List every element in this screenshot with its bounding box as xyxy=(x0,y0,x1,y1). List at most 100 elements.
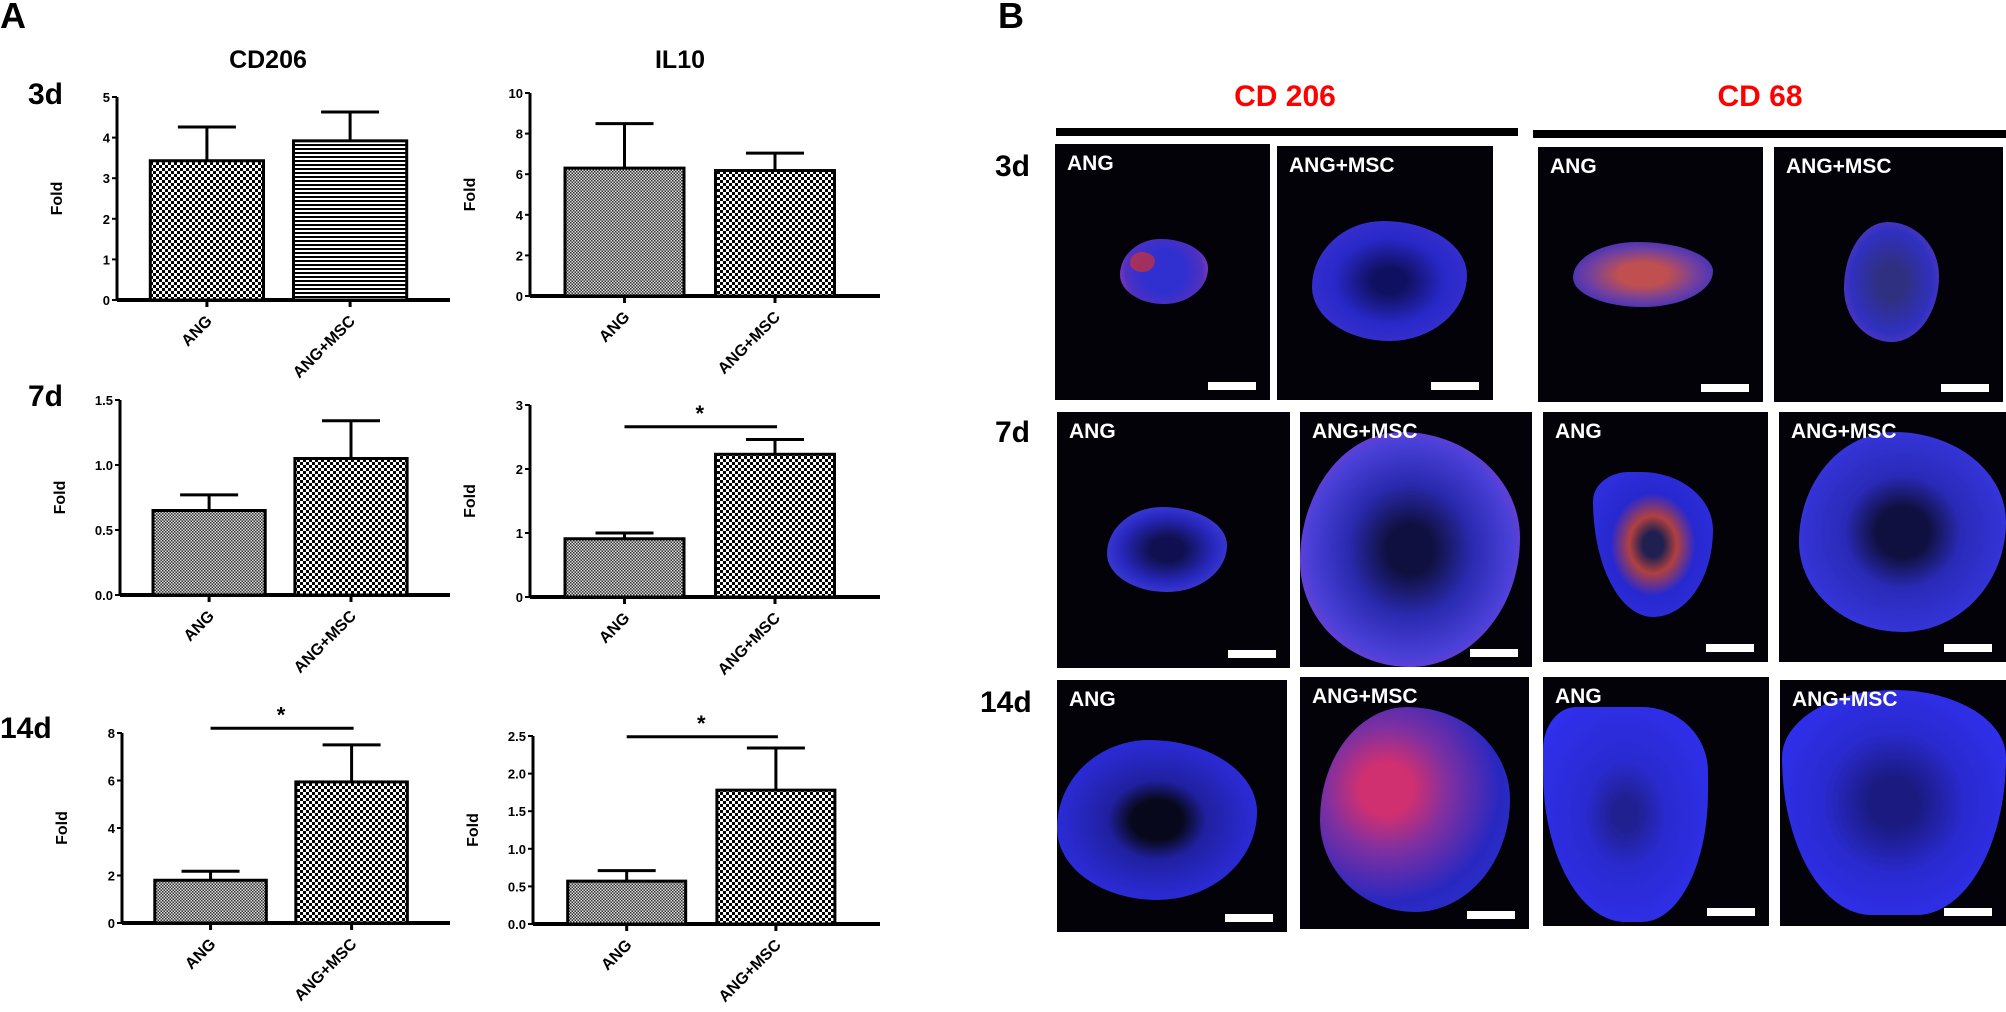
image-row-label-3d: 3d xyxy=(995,150,1031,183)
svg-text:*: * xyxy=(697,711,706,736)
image-label: ANG+MSC xyxy=(1791,420,1897,443)
marker-signal xyxy=(1130,252,1155,272)
tissue-section xyxy=(1844,222,1939,342)
svg-text:0: 0 xyxy=(103,293,110,308)
svg-text:*: * xyxy=(695,401,704,426)
svg-text:4: 4 xyxy=(108,821,116,836)
tissue-section xyxy=(1120,239,1208,304)
micrograph-cd206-angmsc-3d: ANG+MSC xyxy=(1277,146,1493,400)
svg-text:Fold: Fold xyxy=(465,813,482,847)
svg-text:ANG+MSC: ANG+MSC xyxy=(716,936,785,1005)
marker-title-cd206: CD 206 xyxy=(1234,80,1336,113)
svg-text:1.5: 1.5 xyxy=(508,804,526,819)
svg-text:0.0: 0.0 xyxy=(95,588,113,603)
scale-bar xyxy=(1228,650,1276,658)
svg-text:6: 6 xyxy=(516,167,523,182)
svg-text:1: 1 xyxy=(516,526,523,541)
svg-text:6: 6 xyxy=(108,774,115,789)
svg-text:2: 2 xyxy=(516,462,523,477)
tissue-section xyxy=(1057,740,1257,900)
svg-text:0: 0 xyxy=(516,590,523,605)
image-label: ANG xyxy=(1550,155,1597,178)
tissue-section xyxy=(1320,707,1510,912)
svg-text:2.0: 2.0 xyxy=(508,767,526,782)
svg-text:4: 4 xyxy=(516,208,524,223)
scale-bar xyxy=(1470,649,1518,657)
svg-text:5: 5 xyxy=(103,90,110,105)
svg-text:Fold: Fold xyxy=(462,178,479,212)
image-row-label-7d: 7d xyxy=(995,416,1031,449)
micrograph-cd206-ang-3d: ANG xyxy=(1055,144,1270,400)
svg-text:1.0: 1.0 xyxy=(95,458,113,473)
day-label-14d: 14d xyxy=(0,712,52,745)
image-label: ANG xyxy=(1067,152,1114,175)
svg-text:2: 2 xyxy=(108,869,115,884)
tissue-section xyxy=(1543,707,1708,922)
svg-text:0.5: 0.5 xyxy=(95,523,113,538)
day-label-3d: 3d xyxy=(28,78,64,111)
micrograph-cd206-angmsc-14d: ANG+MSC xyxy=(1300,677,1529,929)
chart-column-title-cd206: CD206 xyxy=(229,46,307,74)
scale-bar xyxy=(1707,908,1755,916)
micrograph-cd206-angmsc-7d: ANG+MSC xyxy=(1300,412,1532,667)
image-label: ANG xyxy=(1555,420,1602,443)
tissue-section xyxy=(1782,690,2006,915)
svg-text:Fold: Fold xyxy=(49,182,66,216)
scale-bar xyxy=(1944,644,1992,652)
scale-bar xyxy=(1701,384,1749,392)
svg-text:2: 2 xyxy=(516,248,523,263)
svg-text:8: 8 xyxy=(516,127,523,142)
svg-text:0: 0 xyxy=(516,289,523,304)
svg-text:2.5: 2.5 xyxy=(508,729,526,744)
image-label: ANG+MSC xyxy=(1289,154,1395,177)
image-label: ANG+MSC xyxy=(1312,420,1418,443)
image-label: ANG+MSC xyxy=(1792,688,1898,711)
svg-text:3: 3 xyxy=(103,171,110,186)
svg-text:3: 3 xyxy=(516,398,523,413)
micrograph-cd68-angmsc-3d: ANG+MSC xyxy=(1774,147,2003,402)
scale-bar xyxy=(1706,644,1754,652)
svg-text:4: 4 xyxy=(103,131,111,146)
svg-text:Fold: Fold xyxy=(462,484,479,518)
svg-text:0.5: 0.5 xyxy=(508,879,526,894)
tissue-section xyxy=(1593,472,1713,617)
svg-text:10: 10 xyxy=(509,86,523,101)
marker-bracket-cd206 xyxy=(1056,128,1518,136)
image-label: ANG+MSC xyxy=(1312,685,1418,708)
scale-bar xyxy=(1225,914,1273,922)
chart-column-title-il10: IL10 xyxy=(654,46,706,74)
svg-text:2: 2 xyxy=(103,212,110,227)
tissue-section xyxy=(1799,432,2006,632)
micrograph-cd68-ang-7d: ANG xyxy=(1543,412,1768,662)
svg-text:1.5: 1.5 xyxy=(95,393,113,408)
image-row-label-14d: 14d xyxy=(980,686,1032,719)
svg-text:1.0: 1.0 xyxy=(508,842,526,857)
micrograph-cd68-ang-14d: ANG xyxy=(1543,677,1769,926)
tissue-section xyxy=(1300,432,1520,667)
svg-text:ANG: ANG xyxy=(598,937,635,974)
tissue-section xyxy=(1573,242,1713,307)
image-label: ANG xyxy=(1555,685,1602,708)
marker-title-cd68: CD 68 xyxy=(1717,80,1803,113)
micrograph-cd206-ang-14d: ANG xyxy=(1057,680,1287,932)
panel-label-a: A xyxy=(0,0,26,36)
day-label-7d: 7d xyxy=(28,380,64,413)
micrograph-cd68-ang-3d: ANG xyxy=(1538,147,1763,402)
svg-text:0: 0 xyxy=(108,916,115,931)
scale-bar xyxy=(1431,382,1479,390)
marker-bracket-cd68 xyxy=(1533,130,2006,138)
image-label: ANG xyxy=(1069,420,1116,443)
micrograph-cd68-angmsc-7d: ANG+MSC xyxy=(1779,412,2006,662)
svg-text:Fold: Fold xyxy=(54,811,71,845)
scale-bar xyxy=(1467,911,1515,919)
image-label: ANG+MSC xyxy=(1786,155,1892,178)
svg-text:1: 1 xyxy=(103,252,110,267)
svg-text:8: 8 xyxy=(108,726,115,741)
micrograph-cd206-ang-7d: ANG xyxy=(1057,412,1290,668)
svg-text:*: * xyxy=(277,702,286,727)
image-label: ANG xyxy=(1069,688,1116,711)
scale-bar xyxy=(1208,382,1256,390)
svg-text:0.0: 0.0 xyxy=(508,917,526,932)
tissue-section xyxy=(1312,221,1467,341)
scale-bar xyxy=(1944,908,1992,916)
